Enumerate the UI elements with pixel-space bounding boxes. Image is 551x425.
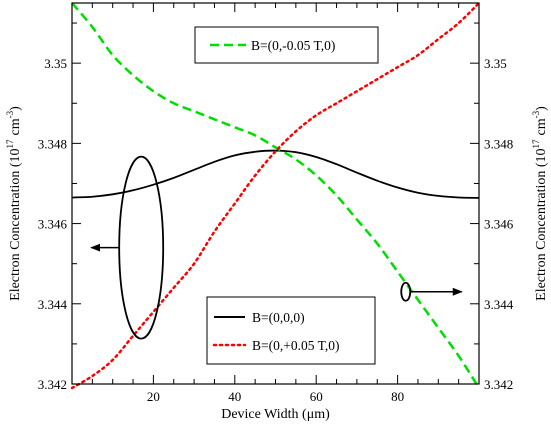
y-tick-label-left: 3.35 (44, 56, 67, 71)
series-line-2 (70, 1, 481, 390)
y-axis-label-left-exp: 17 (5, 139, 15, 149)
y-tick-labels-left: 3.342 3.344 3.346 3.348 3.35 (38, 56, 68, 392)
y-tick-label-right: 3.344 (484, 297, 514, 312)
y-axis-label-right-exp: 17 (531, 139, 541, 149)
legend-top-label: B=(0,-0.05 T,0) (251, 38, 335, 53)
x-tick-label: 20 (147, 389, 160, 404)
y-tick-label-right: 3.346 (484, 217, 514, 232)
series-line-0 (71, 149, 480, 199)
y-tick-marks (72, 22, 479, 385)
legend-bottom-label-1: B=(0,0,0) (252, 310, 305, 325)
y-axis-label-left: Electron Concentration (1017 cm-3) (5, 106, 23, 301)
y-axis-label-left-text: Electron Concentration (10 (8, 148, 23, 300)
y-axis-label-left-close: ) (8, 106, 23, 111)
annotation-ellipse-right (400, 281, 412, 302)
legend-top: B=(0,-0.05 T,0) (194, 26, 379, 64)
y-axis-label-right-unit: cm (534, 118, 549, 135)
x-axis-label: Device Width (μm) (221, 407, 330, 422)
y-tick-labels-right: 3.342 3.344 3.346 3.348 3.35 (484, 56, 514, 392)
annotation-ellipse-left (118, 155, 165, 340)
plot-frame (71, 2, 480, 385)
y-tick-label-right: 3.348 (484, 136, 513, 151)
y-axis-label-right: Electron Concentration (1017 cm-3) (531, 106, 549, 301)
y-tick-label-left: 3.348 (38, 136, 67, 151)
y-axis-label-right-text: Electron Concentration (10 (534, 148, 549, 300)
y-axis-label-left-unit: cm (8, 118, 23, 135)
y-tick-label-right: 3.35 (484, 56, 507, 71)
x-tick-label: 80 (391, 389, 404, 404)
x-tick-label: 60 (310, 389, 323, 404)
legend-bottom-label-2: B=(0,+0.05 T,0) (252, 338, 339, 353)
y-tick-label-left: 3.346 (38, 217, 68, 232)
y-tick-label-left: 3.342 (38, 377, 67, 392)
y-axis-label-right-close: ) (534, 106, 549, 111)
legend-bottom-box (206, 296, 376, 365)
annotations (90, 155, 463, 340)
x-tick-label: 40 (228, 389, 241, 404)
y-axis-label-right-unit-exp: -3 (531, 110, 541, 118)
legend-bottom: B=(0,0,0) B=(0,+0.05 T,0) (206, 296, 376, 365)
y-axis-label-left-unit-exp: -3 (5, 110, 15, 118)
x-tick-labels: 20 40 60 80 (147, 389, 404, 404)
y-tick-label-right: 3.342 (484, 377, 513, 392)
y-tick-label-left: 3.344 (38, 297, 68, 312)
x-tick-marks (71, 3, 480, 384)
